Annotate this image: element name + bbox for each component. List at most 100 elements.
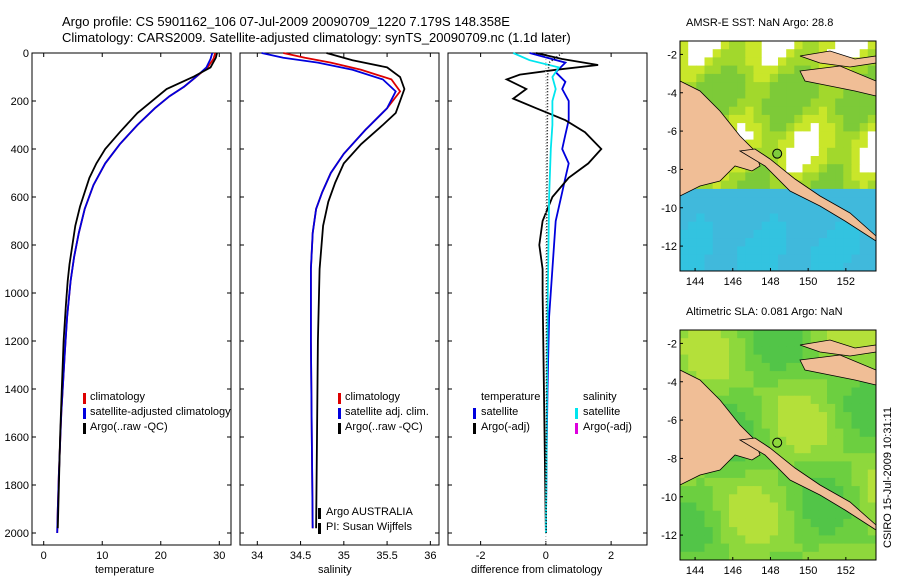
map-cell [827, 41, 836, 50]
map-cell [810, 469, 820, 479]
map-cell [688, 510, 697, 520]
map-cell [712, 371, 722, 380]
map-cell [761, 41, 771, 50]
map-cell [729, 527, 738, 536]
map-cell [810, 221, 820, 231]
map-cell [769, 123, 779, 132]
map-cell [818, 395, 828, 405]
map-cell [704, 262, 714, 272]
map-cell [696, 221, 705, 231]
map-cell [778, 197, 787, 206]
map-xtick-label: 148 [761, 276, 779, 288]
map-cell [712, 527, 722, 536]
map-cell [704, 229, 714, 239]
map-cell [810, 114, 820, 124]
map-cell [769, 106, 779, 116]
map-cell [753, 510, 763, 520]
map-cell [859, 262, 869, 272]
map-cell [835, 436, 844, 446]
map-cell [688, 486, 697, 495]
map-cell [810, 551, 820, 561]
map-cell [843, 262, 852, 272]
map-cell [753, 354, 763, 364]
ytick-label: 200 [11, 96, 29, 108]
map-cell [696, 254, 705, 264]
map-cell [867, 527, 877, 536]
map-cell [818, 527, 828, 536]
map-cell [688, 188, 697, 198]
map-cell [737, 221, 746, 231]
map-cell [745, 98, 754, 108]
map-cell [835, 106, 844, 116]
map-cell [704, 330, 714, 339]
map-cell [753, 453, 763, 462]
map-cell [729, 346, 738, 356]
map-cell [802, 330, 812, 339]
map-cell [704, 469, 714, 479]
ytick-label: 1600 [5, 432, 29, 444]
map-cell [835, 90, 844, 99]
map-cell [680, 510, 689, 520]
map-cell [802, 49, 812, 58]
map-cell [680, 262, 689, 272]
map-cell [769, 486, 779, 495]
map-cell [729, 49, 738, 58]
map-cell [737, 412, 746, 421]
map-cell [859, 535, 869, 545]
map-cell [778, 106, 787, 116]
map-cell [818, 90, 828, 99]
map-cell [737, 338, 746, 347]
map-cell [753, 123, 763, 132]
map-cell [729, 65, 738, 75]
map-cell [786, 354, 795, 364]
map-ytick-label: -8 [667, 453, 677, 465]
map-cell [843, 518, 852, 528]
map-cell [794, 453, 803, 462]
map-cell [827, 551, 836, 561]
map-cell [761, 262, 771, 272]
map-cell [712, 221, 722, 231]
map-cell [688, 246, 697, 256]
map-cell [786, 535, 795, 545]
map-cell [835, 164, 844, 173]
map-cell [802, 139, 812, 149]
map-cell [688, 197, 697, 206]
ytick-label: 1000 [5, 288, 29, 300]
map-cell [843, 445, 852, 454]
map-cell [835, 123, 844, 132]
map-cell [794, 535, 803, 545]
map-cell [867, 403, 877, 413]
map-cell [851, 543, 861, 553]
map-cell [794, 379, 803, 388]
map-cell [851, 254, 861, 264]
map-cell [778, 98, 787, 108]
map-cell [859, 90, 869, 99]
legend-swatch-annot1 [318, 508, 321, 519]
map-cell [769, 156, 779, 165]
map-cell [818, 543, 828, 553]
map-cell [818, 436, 828, 446]
map-cell [680, 551, 689, 561]
map-cell [680, 213, 689, 223]
map-cell [720, 172, 730, 182]
map-cell [761, 180, 771, 190]
legend-swatch-annot2 [318, 523, 321, 534]
map-cell [720, 238, 730, 247]
map-cell [712, 82, 722, 91]
map-cell [810, 518, 820, 528]
map-cell [794, 420, 803, 430]
map-cell [680, 535, 689, 545]
map-cell [827, 172, 836, 182]
map-cell [835, 229, 844, 239]
map-cell [843, 254, 852, 264]
map-cell [802, 164, 812, 173]
map-cell [802, 551, 812, 561]
map-cell [729, 98, 738, 108]
map-cell [680, 41, 689, 50]
map-cell [696, 543, 705, 553]
map-cell [794, 371, 803, 380]
map-cell [712, 229, 722, 239]
map-cell [794, 518, 803, 528]
map-cell [818, 205, 828, 214]
map-cell [729, 461, 738, 471]
